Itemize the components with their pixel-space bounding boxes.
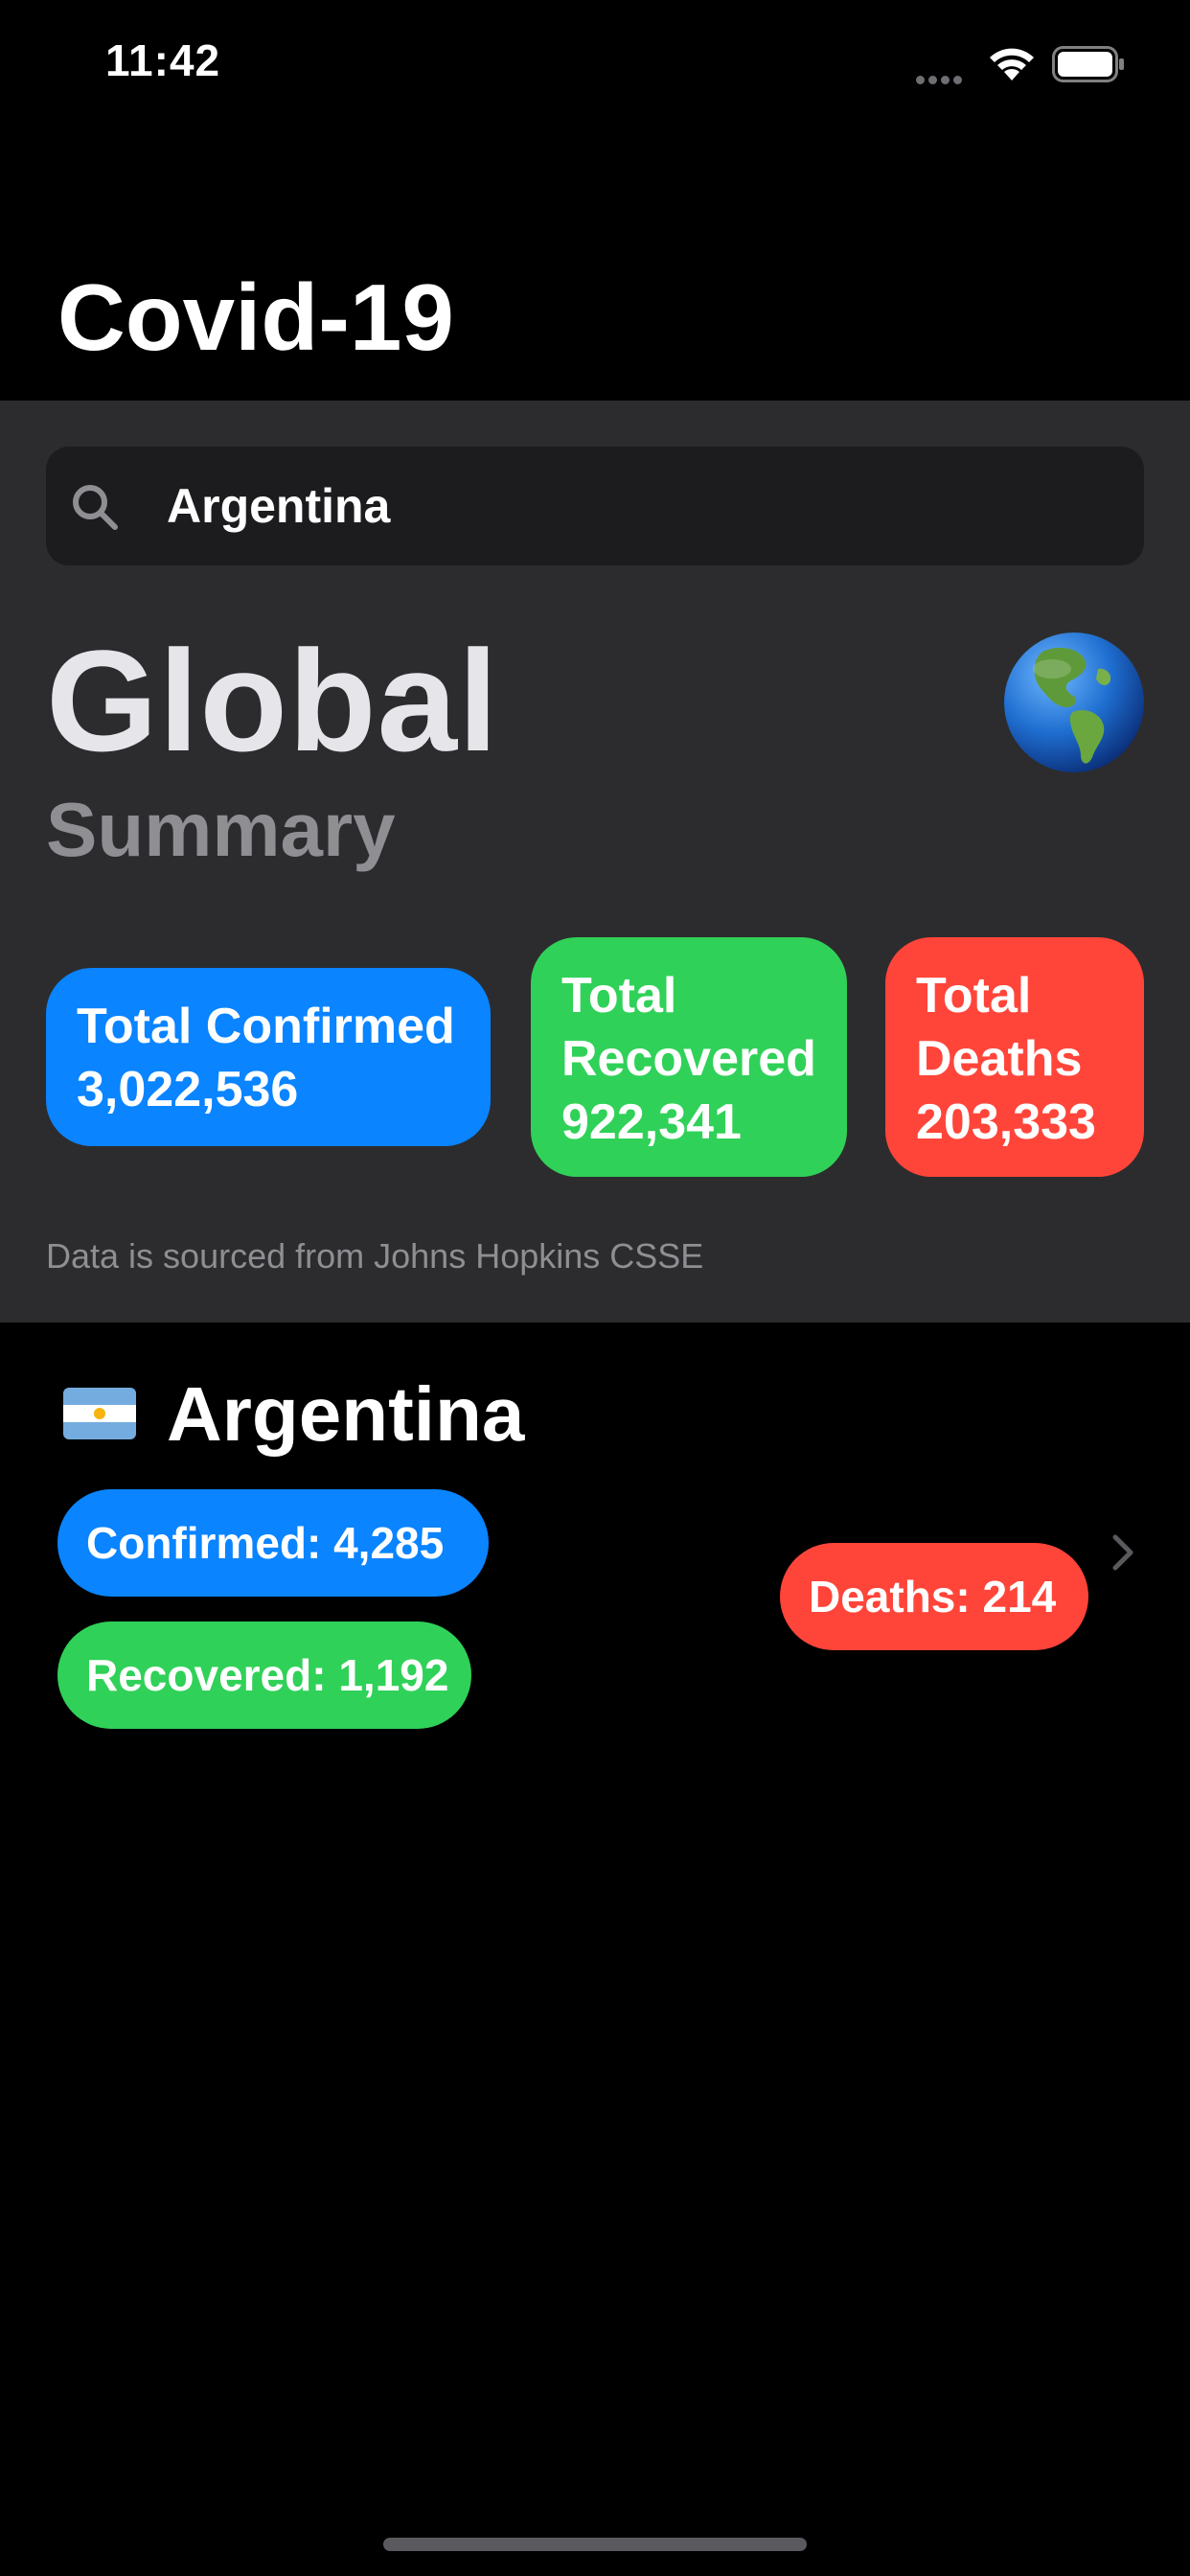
battery-icon — [1052, 46, 1124, 82]
country-row-argentina[interactable]: Argentina Confirmed: 4,285 Recovered: 1,… — [0, 1322, 1190, 1744]
globe-americas-icon — [1004, 632, 1144, 772]
home-indicator[interactable] — [383, 2538, 807, 2551]
wifi-icon — [990, 48, 1034, 80]
cellular-signal-icon — [916, 72, 970, 84]
data-source-note: Data is sourced from Johns Hopkins CSSE — [46, 1236, 704, 1276]
argentina-flag-icon — [63, 1388, 136, 1439]
total-recovered-label-line1: Total — [561, 968, 677, 1024]
total-confirmed-card: Total Confirmed 3,022,536 — [46, 968, 491, 1146]
search-icon — [73, 485, 118, 530]
country-confirmed-badge: Confirmed: 4,285 — [57, 1489, 489, 1597]
global-summary-panel: Global Summary Total Confirmed 3,022,536… — [0, 401, 1190, 1322]
status-time: 11:42 — [105, 35, 221, 85]
total-recovered-card: Total Recovered 922,341 — [531, 937, 847, 1177]
status-bar: 11:42 — [0, 0, 1190, 126]
total-recovered-label-line2: Recovered — [561, 1031, 816, 1087]
global-heading: Global — [46, 620, 499, 781]
total-deaths-card: Total Deaths 203,333 — [885, 937, 1144, 1177]
chevron-right-icon[interactable] — [1110, 1531, 1136, 1574]
total-confirmed-label: Total Confirmed — [77, 999, 455, 1054]
country-recovered-badge: Recovered: 1,192 — [57, 1622, 471, 1729]
total-deaths-label-line1: Total — [916, 968, 1032, 1024]
search-bar[interactable] — [46, 447, 1144, 565]
total-deaths-label-line2: Deaths — [916, 1031, 1083, 1087]
search-input[interactable] — [167, 447, 1106, 565]
summary-subheading: Summary — [46, 787, 396, 872]
page-title: Covid-19 — [57, 264, 454, 370]
total-recovered-value: 922,341 — [561, 1094, 742, 1150]
country-name: Argentina — [167, 1371, 525, 1457]
total-deaths-value: 203,333 — [916, 1094, 1096, 1150]
total-confirmed-value: 3,022,536 — [77, 1062, 299, 1117]
country-deaths-badge: Deaths: 214 — [780, 1543, 1088, 1650]
